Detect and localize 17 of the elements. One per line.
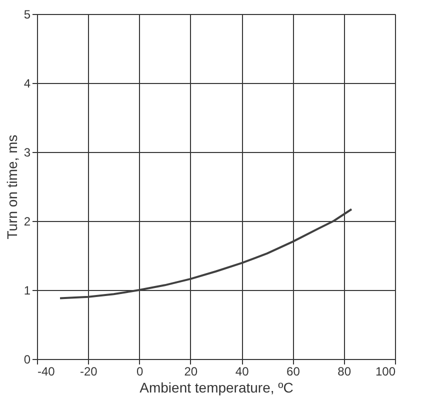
x-tick-label: 20	[184, 364, 198, 378]
x-tick-label: 100	[375, 364, 396, 378]
y-tick-label: 4	[24, 76, 31, 90]
line-series	[59, 208, 353, 300]
x-tick-label: 40	[235, 364, 250, 378]
x-tick-label: 0	[136, 364, 144, 378]
x-tick-label: 60	[286, 364, 300, 378]
y-tick-label: 2	[24, 214, 31, 228]
y-tick-label: 1	[24, 284, 31, 298]
y-tick-label: 3	[24, 146, 31, 160]
x-tick-label: 80	[338, 364, 352, 378]
y-tick-label: 0	[24, 352, 31, 366]
x-tick-label: -40	[38, 364, 56, 378]
y-tick-label: 5	[24, 8, 31, 22]
y-axis-title: Turn on time, ms	[4, 134, 20, 240]
x-tick-label: -20	[80, 364, 98, 378]
x-axis-title: Ambient temperature, ºC	[140, 380, 294, 396]
